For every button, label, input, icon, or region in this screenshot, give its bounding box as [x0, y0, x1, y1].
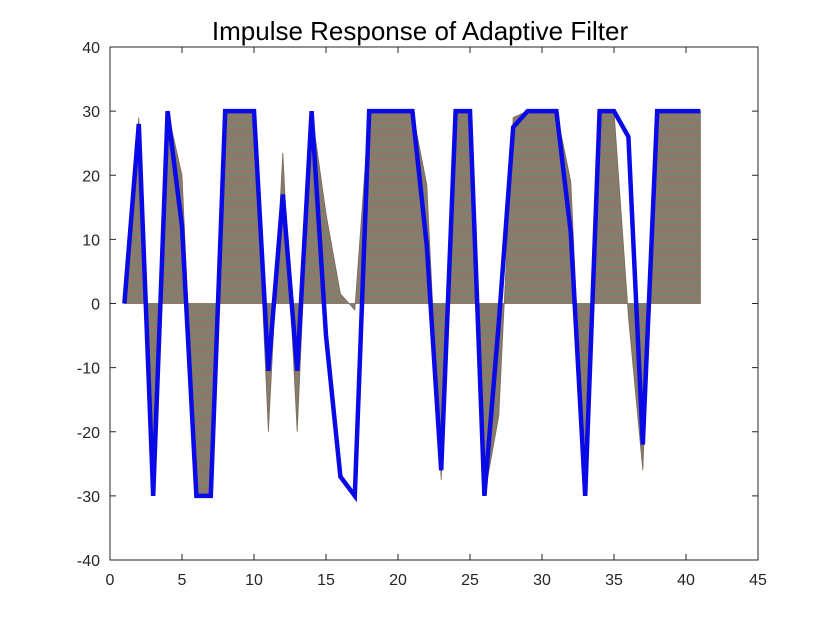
x-tick-label: 5 [178, 572, 187, 589]
x-tick-label: 10 [245, 572, 263, 589]
y-tick-label: -30 [77, 489, 100, 506]
chart-title: Impulse Response of Adaptive Filter [212, 16, 629, 46]
x-tick-label: 20 [389, 572, 407, 589]
y-tick-label: 10 [82, 232, 100, 249]
x-tick-label: 30 [533, 572, 551, 589]
x-tick-label: 35 [605, 572, 623, 589]
x-tick-label: 25 [461, 572, 479, 589]
y-tick-label: 30 [82, 104, 100, 121]
line-series-layer [122, 108, 701, 503]
tick-layer: 0 5 10 15 20 25 30 35 40 45 -40 -30 -20 -10 0 10 20 30 40 [77, 40, 767, 589]
y-tick-label: -40 [77, 553, 100, 570]
y-tick-label: 0 [91, 297, 100, 314]
y-tick-label: -20 [77, 425, 100, 442]
x-tick-label: 45 [749, 572, 767, 589]
x-tick-label: 15 [317, 572, 335, 589]
x-tick-label: 0 [106, 572, 115, 589]
y-tick-label: 40 [82, 40, 100, 57]
y-tick-label: 20 [82, 168, 100, 185]
x-tick-label: 40 [677, 572, 695, 589]
y-tick-label: -10 [77, 361, 100, 378]
